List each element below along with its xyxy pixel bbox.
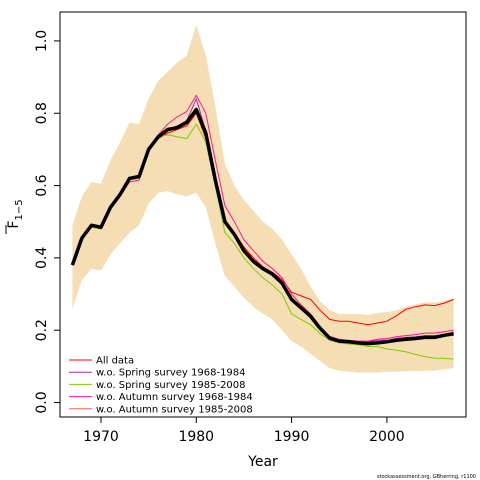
svg-text:F1−5: F1−5 <box>6 199 25 228</box>
x-tick-label: 1970 <box>83 429 119 445</box>
y-tick-label: 0.8 <box>34 102 50 124</box>
legend-label: w.o. Autumn survey 1968-1984 <box>96 392 253 403</box>
x-tick-label: 1990 <box>274 429 310 445</box>
legend-label: All data <box>96 356 134 367</box>
source-footnote: stockassessment.org, GBherring, r1100 <box>377 474 476 480</box>
series-line-estimate <box>70 107 454 346</box>
y-tick-label: 1.0 <box>34 30 50 52</box>
confidence-band <box>72 24 454 373</box>
axes: 1970 1980 1990 2000 0.0 0.2 0.4 0.6 0.8 1.0 <box>34 30 405 445</box>
x-axis-title: Year <box>247 454 278 470</box>
series-line-w-o-autumn-survey-1968-1984 <box>71 94 454 342</box>
legend-label: w.o. Spring survey 1968-1984 <box>96 368 246 379</box>
y-tick-label: 0.2 <box>34 319 50 341</box>
legend-label: w.o. Autumn survey 1985-2008 <box>96 404 253 415</box>
x-tick-label: 2000 <box>369 429 405 445</box>
y-axis-title: F1−5 <box>5 199 25 234</box>
y-tick-label: 0.0 <box>34 391 50 413</box>
x-tick-label: 1980 <box>178 429 214 445</box>
plot-area <box>70 24 454 373</box>
y-tick-label: 0.4 <box>34 247 50 269</box>
series-line-w-o-spring-survey-1985-2008 <box>71 123 454 360</box>
y-axis-title-main: F <box>6 221 22 229</box>
y-tick-label: 0.6 <box>34 174 50 196</box>
y-axis-title-subscript: 1−5 <box>14 199 25 220</box>
plot-frame <box>59 11 467 418</box>
legend-label: w.o. Spring survey 1985-2008 <box>96 380 246 391</box>
